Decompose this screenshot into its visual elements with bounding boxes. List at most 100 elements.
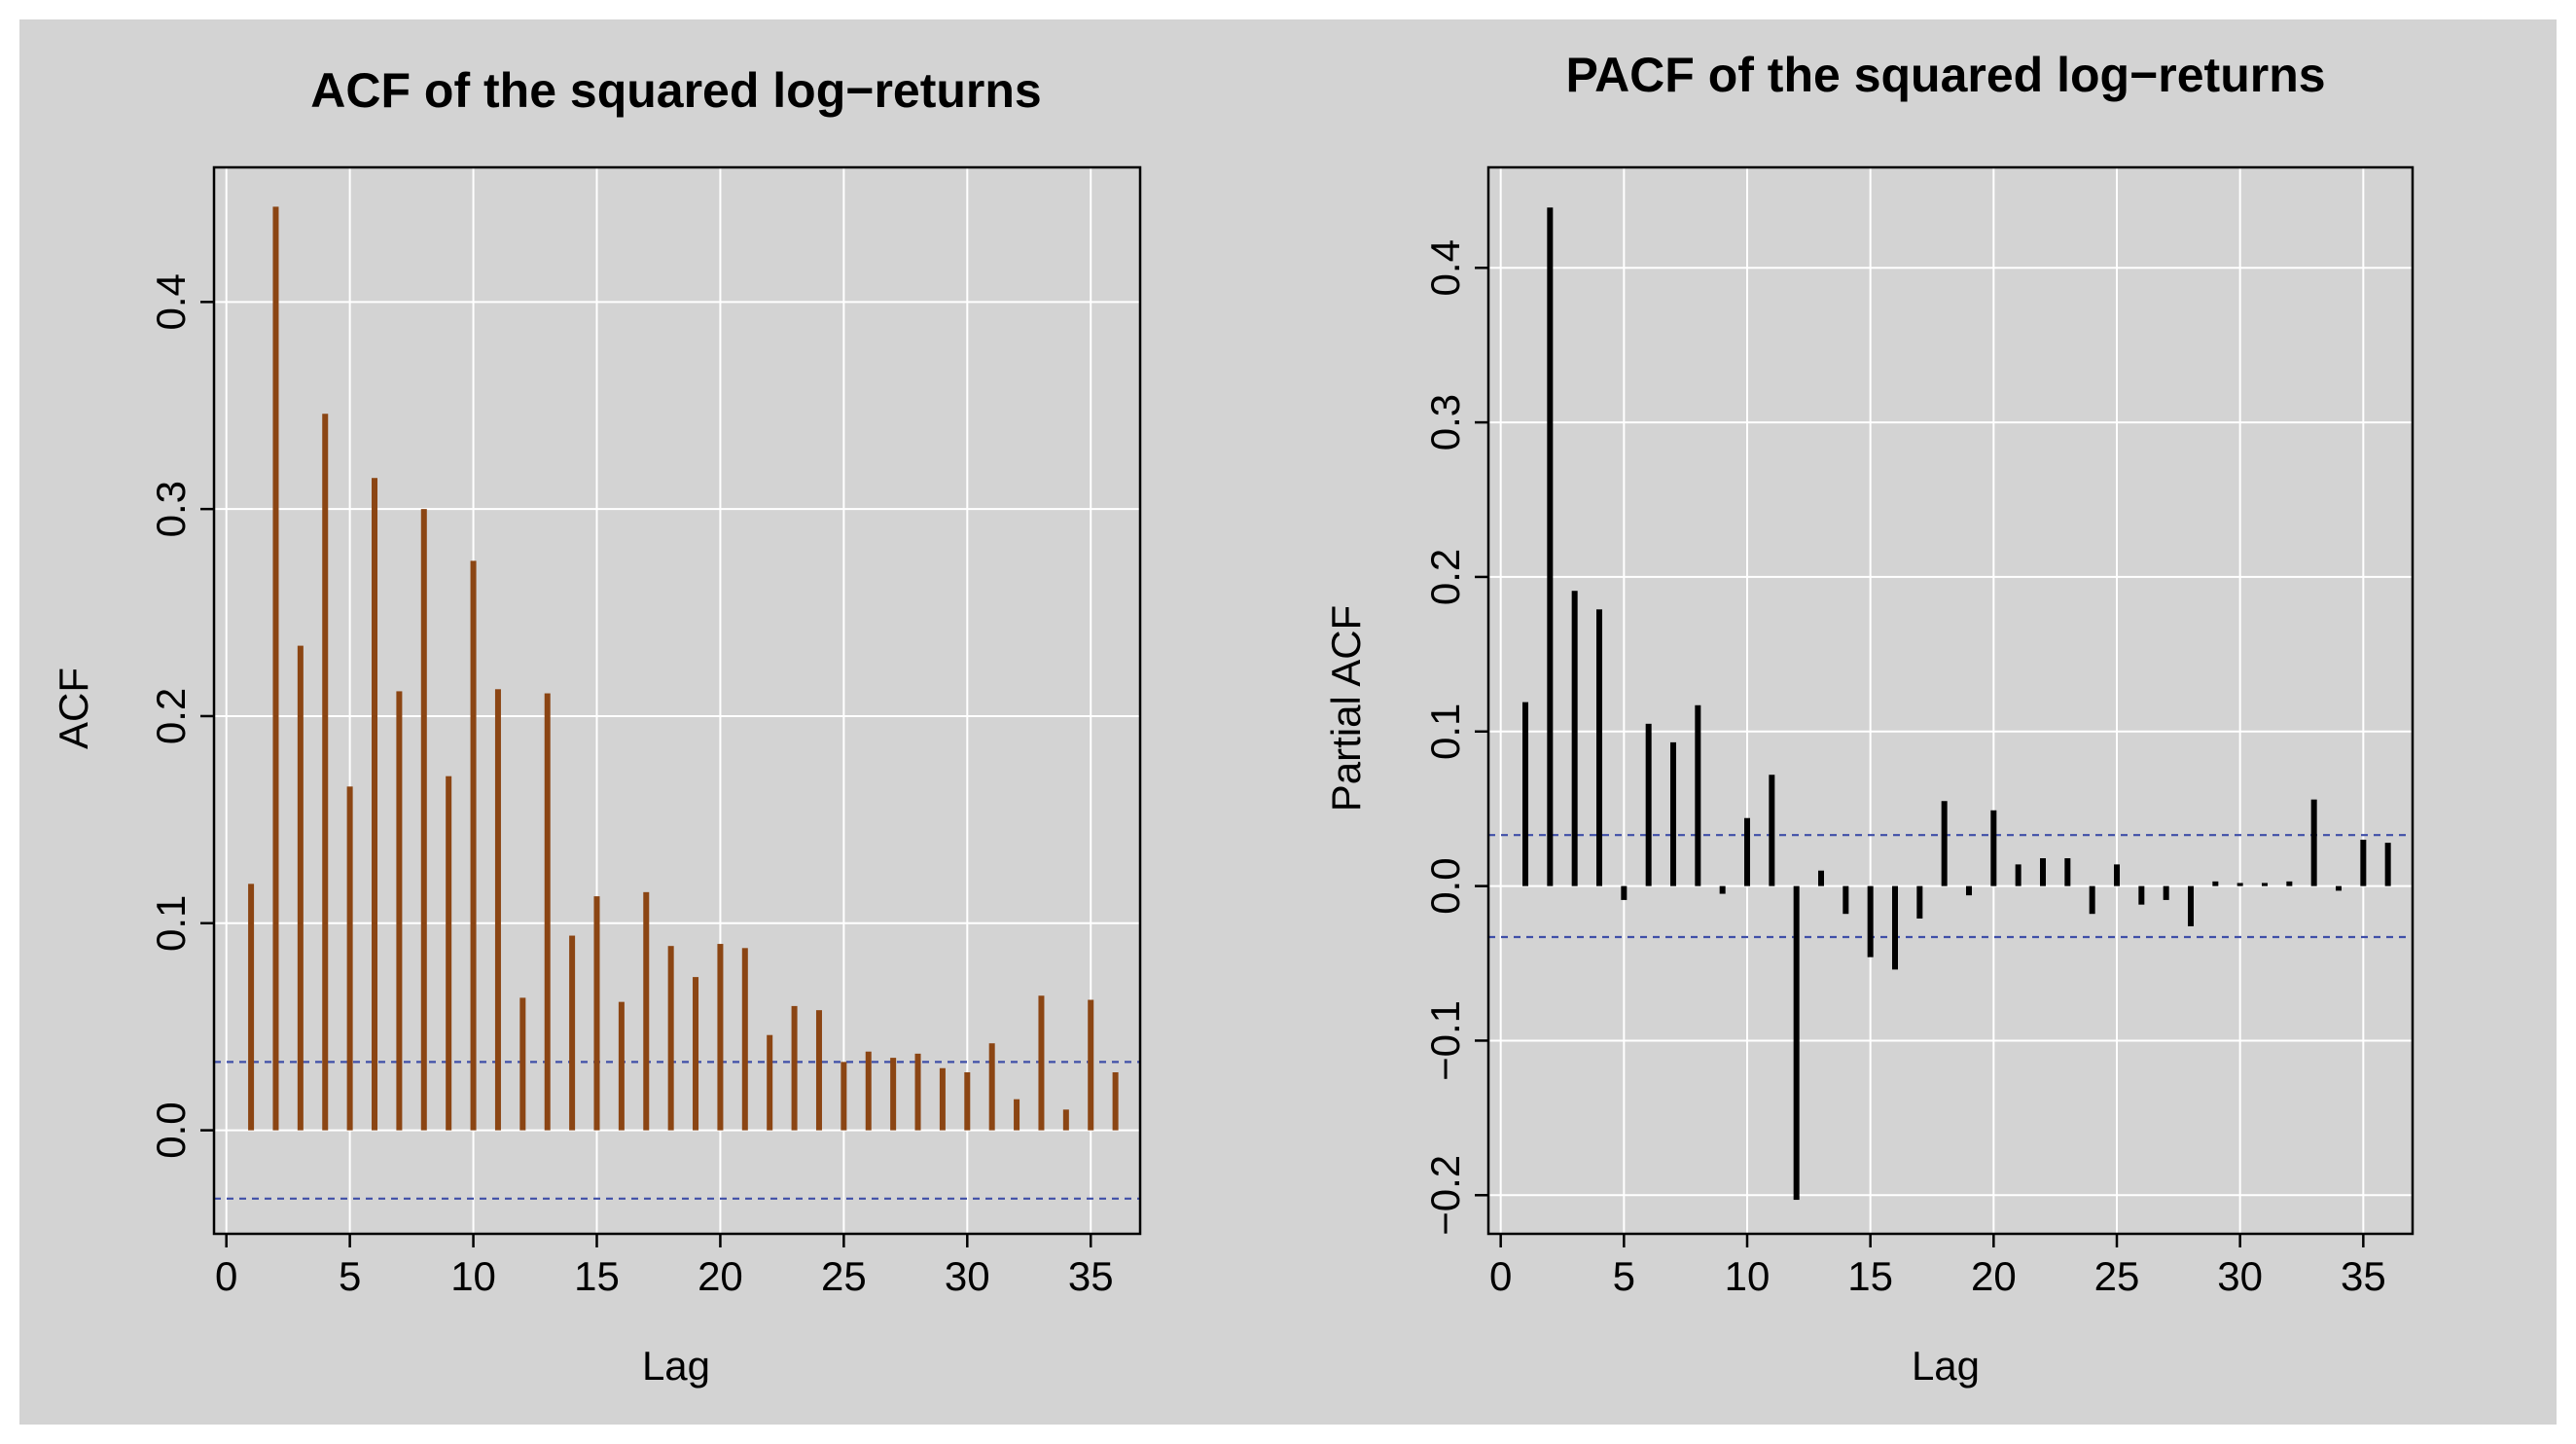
acf-bar-lag-13 (544, 693, 551, 1131)
pacf-x-tick-label-7: 35 (2341, 1253, 2386, 1299)
acf-x-tick-label-6: 30 (945, 1253, 990, 1299)
pacf-bar-lag-13 (1818, 870, 1824, 886)
figure-background (19, 19, 2557, 1425)
pacf-bar-lag-2 (1547, 207, 1554, 886)
acf-bar-lag-28 (914, 1053, 921, 1131)
pacf-x-tick-label-3: 15 (1847, 1253, 1893, 1299)
acf-x-tick-label-1: 5 (339, 1253, 361, 1299)
pacf-bar-lag-14 (1843, 885, 1849, 915)
pacf-y-tick-label-0: −0.2 (1422, 1155, 1468, 1236)
pacf-bar-lag-18 (1941, 801, 1948, 886)
acf-bar-lag-30 (964, 1072, 971, 1131)
acf-bar-lag-35 (1088, 999, 1094, 1131)
acf-y-tick-label-3: 0.3 (148, 481, 194, 537)
acf-panel: ACF of the squared log−returns Lag ACF 0… (51, 63, 1142, 1389)
acf-y-axis-label: ACF (51, 668, 96, 749)
pacf-x-axis-label: Lag (1912, 1343, 1980, 1389)
acf-bar-lag-20 (717, 944, 724, 1131)
acf-bar-lag-21 (741, 948, 748, 1131)
acf-bar-lag-22 (767, 1034, 773, 1131)
pacf-x-tick-label-2: 10 (1725, 1253, 1771, 1299)
pacf-bar-lag-5 (1621, 885, 1628, 900)
acf-bar-lag-33 (1038, 995, 1045, 1131)
acf-bar-lag-26 (865, 1051, 872, 1131)
pacf-x-tick-label-4: 20 (1971, 1253, 2017, 1299)
pacf-bar-lag-29 (2212, 881, 2219, 886)
pacf-bar-lag-7 (1670, 741, 1676, 886)
pacf-y-axis-label: Partial ACF (1323, 605, 1369, 812)
pacf-bar-lag-34 (2336, 885, 2342, 891)
acf-bar-lag-19 (693, 977, 699, 1131)
pacf-x-tick-label-0: 0 (1489, 1253, 1512, 1299)
pacf-y-tick-label-2: 0.0 (1422, 857, 1468, 914)
pacf-bar-lag-8 (1695, 704, 1701, 886)
acf-plot-frame (212, 165, 1142, 1236)
pacf-x-tick-label-5: 25 (2094, 1253, 2140, 1299)
acf-y-tick-label-1: 0.1 (148, 895, 194, 952)
acf-bar-lag-9 (446, 776, 452, 1131)
acf-bar-lag-3 (297, 645, 304, 1131)
acf-bar-lag-14 (569, 935, 576, 1131)
acf-title: ACF of the squared log−returns (310, 63, 1041, 118)
acf-bar-lag-25 (841, 1062, 847, 1131)
pacf-bar-lag-22 (2040, 858, 2046, 886)
acf-x-tick-label-5: 25 (821, 1253, 867, 1299)
pacf-bar-lag-35 (2360, 839, 2367, 886)
pacf-x-tick-label-1: 5 (1613, 1253, 1635, 1299)
acf-x-axis-label: Lag (642, 1343, 710, 1389)
acf-bar-lag-15 (593, 896, 600, 1131)
acf-bar-lag-6 (372, 478, 378, 1131)
acf-bar-lag-23 (791, 1005, 798, 1131)
pacf-bar-lag-25 (2114, 864, 2120, 886)
acf-bar-lag-16 (618, 1001, 625, 1131)
acf-bar-lag-18 (667, 946, 674, 1131)
pacf-bar-lag-12 (1793, 885, 1800, 1201)
acf-bar-lag-8 (420, 509, 427, 1131)
acf-bar-lag-29 (939, 1067, 946, 1131)
pacf-panel: PACF of the squared log−returns Lag Part… (1323, 48, 2415, 1389)
pacf-y-tick-label-3: 0.1 (1422, 704, 1468, 760)
pacf-bar-lag-24 (2089, 885, 2095, 915)
pacf-bar-lag-32 (2286, 881, 2293, 886)
pacf-bar-lag-21 (2015, 864, 2021, 886)
pacf-bar-lag-16 (1892, 885, 1898, 970)
acf-bar-lag-36 (1112, 1072, 1119, 1131)
pacf-y-tick-label-1: −0.1 (1422, 1000, 1468, 1081)
pacf-bar-lag-31 (2262, 883, 2268, 886)
acf-bar-lag-2 (272, 206, 279, 1131)
pacf-bar-lag-19 (1966, 885, 1972, 896)
pacf-bar-lag-3 (1571, 591, 1578, 886)
acf-bar-lag-1 (248, 884, 255, 1131)
pacf-bar-lag-27 (2163, 885, 2169, 900)
acf-y-tick-label-0: 0.0 (148, 1101, 194, 1158)
pacf-bar-lag-10 (1744, 817, 1750, 886)
pacf-bar-lag-4 (1596, 609, 1602, 886)
pacf-bar-lag-36 (2384, 843, 2391, 886)
pacf-bar-lag-17 (1916, 885, 1923, 919)
pacf-bar-lag-28 (2188, 885, 2194, 926)
pacf-bar-lag-1 (1522, 702, 1528, 886)
pacf-bar-lag-30 (2236, 883, 2243, 886)
acf-bar-lag-7 (396, 691, 403, 1131)
pacf-bar-lag-23 (2064, 858, 2071, 886)
pacf-bar-lag-20 (1990, 810, 1997, 886)
pacf-bar-lag-9 (1719, 885, 1726, 894)
pacf-bar-lag-26 (2138, 885, 2145, 905)
acf-bar-lag-11 (494, 689, 501, 1131)
acf-y-tick-label-4: 0.4 (148, 273, 194, 330)
pacf-bar-lag-6 (1645, 723, 1652, 886)
acf-bar-lag-27 (890, 1058, 897, 1131)
pacf-x-tick-label-6: 30 (2217, 1253, 2263, 1299)
acf-bar-lag-5 (346, 786, 353, 1131)
pacf-bar-lag-11 (1769, 775, 1775, 886)
acf-x-tick-label-3: 15 (574, 1253, 620, 1299)
acf-bar-lag-24 (815, 1010, 822, 1131)
acf-x-tick-label-2: 10 (450, 1253, 496, 1299)
acf-x-tick-label-7: 35 (1068, 1253, 1114, 1299)
acf-bar-lag-32 (1014, 1099, 1020, 1131)
pacf-y-tick-label-4: 0.2 (1422, 549, 1468, 605)
acf-bar-lag-34 (1062, 1109, 1069, 1131)
acf-bar-lag-10 (470, 560, 477, 1131)
pacf-plot-frame (1486, 165, 2415, 1236)
pacf-y-tick-label-5: 0.3 (1422, 394, 1468, 451)
